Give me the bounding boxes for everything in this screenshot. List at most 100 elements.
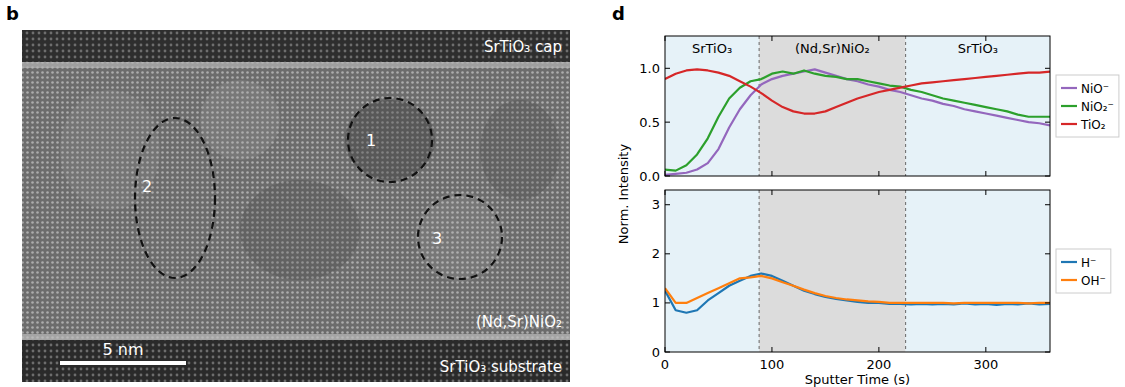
y-axis-title: Norm. Intensity — [616, 144, 631, 245]
y-tick-label: 0.0 — [639, 169, 660, 184]
plot-frame — [665, 36, 1050, 176]
x-tick — [985, 171, 986, 176]
x-axis-title: Sputter Time (s) — [805, 372, 910, 387]
x-tick-label: 100 — [760, 357, 785, 372]
x-tick — [985, 190, 986, 195]
x-tick — [665, 171, 666, 176]
cap-lattice — [22, 30, 570, 62]
x-tick-label: 200 — [866, 357, 891, 372]
region-boundary — [905, 190, 906, 352]
legend-label: OH⁻ — [1081, 274, 1106, 288]
legend-label: TiO₂ — [1080, 118, 1106, 132]
y-tick-label: 0 — [652, 345, 660, 360]
y-tick — [665, 253, 670, 254]
series-line — [665, 70, 1050, 170]
interface — [22, 62, 570, 68]
layer-label: (Nd,Sr)NiO₂ — [476, 313, 562, 331]
series-line — [665, 69, 1050, 175]
grain — [240, 180, 360, 280]
legend-box — [1056, 249, 1111, 293]
region — [759, 190, 906, 352]
scale-bar — [60, 361, 186, 365]
y-tick — [665, 302, 670, 303]
image — [22, 30, 570, 382]
region — [906, 190, 1050, 352]
region-label: (Nd,Sr)NiO₂ — [795, 41, 870, 56]
y-tick — [1045, 68, 1050, 69]
legend-swatch — [1061, 123, 1077, 125]
plot-area — [665, 190, 1050, 352]
plot-area — [665, 36, 1050, 176]
y-tick — [665, 176, 670, 177]
x-tick — [771, 171, 772, 176]
layer-label: SrTiO₃ cap — [484, 38, 562, 56]
y-tick-label: 3 — [652, 197, 660, 212]
y-tick — [1045, 253, 1050, 254]
grain — [415, 192, 505, 282]
x-tick — [771, 36, 772, 41]
x-tick-label: 300 — [973, 357, 998, 372]
region-label: SrTiO₃ — [692, 41, 732, 56]
x-tick — [878, 190, 879, 195]
y-tick — [665, 352, 670, 353]
x-tick — [878, 171, 879, 176]
y-tick-label: 1.0 — [639, 61, 660, 76]
grain — [480, 100, 560, 200]
y-tick-label: 2 — [652, 246, 660, 261]
region — [665, 190, 759, 352]
region-label: 3 — [432, 229, 442, 248]
x-tick — [985, 347, 986, 352]
legend-swatch — [1061, 261, 1077, 263]
x-tick-label: 0 — [661, 357, 669, 372]
region-label: 2 — [142, 177, 152, 196]
legend-label: NiO₂⁻ — [1081, 100, 1114, 114]
plot-frame — [665, 190, 1050, 352]
x-tick — [878, 36, 879, 41]
region-boundary — [905, 36, 906, 176]
y-tick — [1045, 122, 1050, 123]
legend-label: NiO⁻ — [1081, 82, 1109, 96]
legend-swatch — [1061, 105, 1077, 107]
legend: NiO⁻ NiO₂⁻ TiO₂ — [1056, 75, 1119, 137]
x-tick — [665, 347, 666, 352]
layer-label: SrTiO₃ substrate — [440, 358, 562, 376]
x-tick — [771, 347, 772, 352]
y-tick — [1045, 204, 1050, 205]
region-label: 1 — [366, 131, 376, 150]
y-tick — [665, 122, 670, 123]
region-boundary — [759, 190, 760, 352]
substrate — [22, 340, 570, 382]
series-line — [665, 276, 1050, 303]
film — [22, 30, 570, 382]
panel-letter: b — [6, 3, 19, 24]
legend: H⁻OH⁻ — [1056, 249, 1111, 293]
grain — [60, 90, 160, 210]
region — [665, 36, 759, 176]
region-outline — [418, 195, 502, 279]
region-boundary — [759, 36, 760, 176]
legend-swatch — [1061, 279, 1077, 281]
panel-letter: d — [612, 3, 625, 24]
grain — [200, 80, 280, 160]
substrate-lattice — [22, 340, 570, 382]
legend-box — [1056, 75, 1119, 137]
y-tick — [1045, 302, 1050, 303]
x-tick — [771, 190, 772, 195]
y-tick-label: 0.5 — [639, 115, 660, 130]
x-tick — [665, 190, 666, 195]
region-label: SrTiO₃ — [958, 41, 998, 56]
figure: 1 2 3 SrTiO₃ cap (Nd,Sr)NiO₂ SrTiO₃ substrate… — [0, 0, 1125, 387]
region-outline — [348, 98, 432, 182]
series-line — [665, 273, 1050, 312]
x-tick — [878, 347, 879, 352]
y-tick — [665, 204, 670, 205]
cap — [22, 30, 570, 62]
series-line — [665, 69, 1050, 113]
y-tick — [1045, 176, 1050, 177]
y-tick-label: 1 — [652, 295, 660, 310]
region-outline — [135, 118, 215, 278]
x-tick — [665, 36, 666, 41]
legend-swatch — [1061, 87, 1077, 89]
y-tick — [1045, 352, 1050, 353]
y-tick — [665, 68, 670, 69]
